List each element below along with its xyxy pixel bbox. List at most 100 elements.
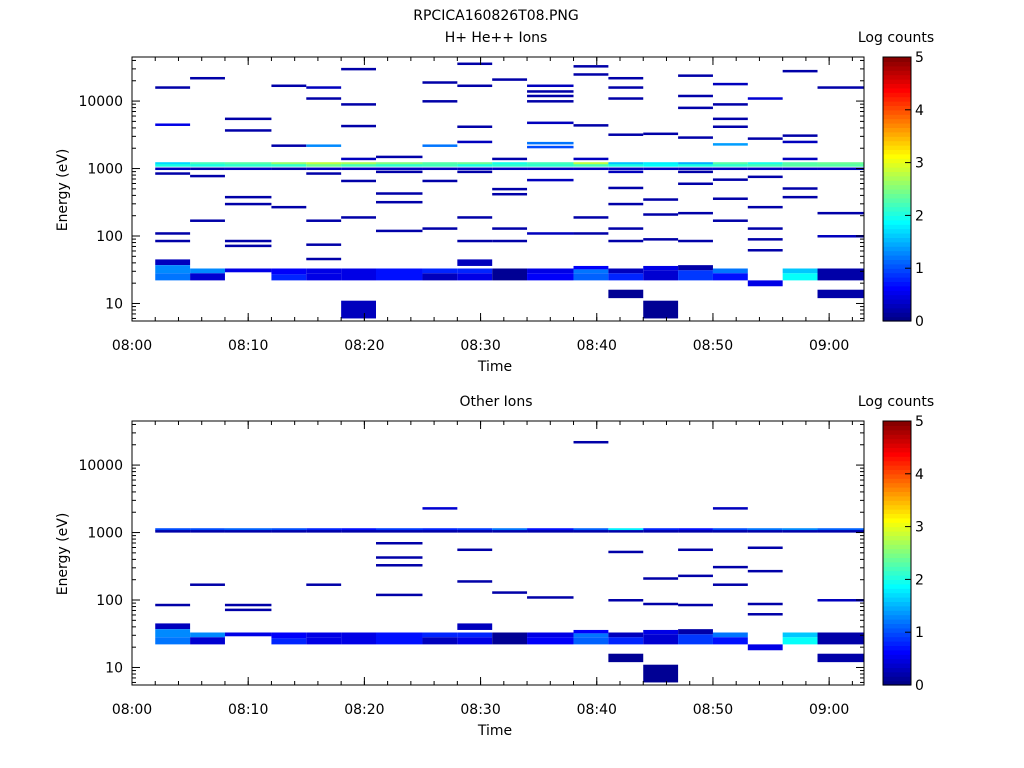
colorbar-segment [883, 136, 911, 142]
colorbar-segment [883, 215, 911, 221]
y-tick-label: 1000 [87, 162, 123, 178]
heatmap-line [527, 90, 574, 93]
y-tick-label: 100 [96, 593, 123, 609]
colorbar-segment [883, 491, 911, 497]
heatmap-line [573, 440, 609, 444]
heatmap-cell [341, 632, 376, 645]
heatmap-line [678, 170, 713, 174]
panel-h-he-ions: H+ He++ Ions Log counts Energy (eV) Time… [55, 30, 934, 375]
heatmap-line [712, 117, 748, 121]
heatmap-cell [608, 289, 644, 299]
heatmap-line [527, 164, 574, 167]
colorbar-segment [883, 299, 911, 304]
heatmap-line [422, 179, 458, 183]
x-axis-label: Time [477, 723, 512, 739]
heatmap-line [678, 211, 713, 215]
colorbar-segment [883, 605, 911, 611]
colorbar-segment [883, 575, 911, 580]
heatmap-line [376, 200, 423, 204]
heatmap-cell [271, 638, 307, 645]
heatmap-line [782, 187, 818, 190]
heatmap-line [747, 162, 783, 165]
colorbar-segment [883, 443, 911, 448]
heatmap-line [155, 123, 191, 126]
heatmap-line [306, 144, 342, 147]
heatmap-line [190, 219, 225, 222]
colorbar-segment [883, 548, 911, 554]
heatmap-line [155, 167, 191, 171]
heatmap-line [271, 84, 307, 88]
heatmap-cell [271, 274, 307, 281]
heatmap-cell [678, 270, 713, 281]
heatmap-line [190, 528, 225, 531]
heatmap-line [306, 528, 342, 531]
colorbar-segment [883, 469, 911, 475]
heatmap-line [527, 178, 574, 182]
colorbar-segment [883, 570, 911, 576]
colorbar-segment [883, 224, 911, 230]
heatmap-line [376, 556, 423, 559]
heatmap-line [376, 528, 423, 531]
heatmap-line [492, 162, 528, 165]
heatmap-cell [573, 629, 609, 634]
heatmap-cell [643, 664, 679, 683]
colorbar-segment [883, 676, 911, 682]
heatmap-line [817, 528, 864, 531]
heatmap-line [224, 244, 272, 248]
heatmap-line [224, 195, 272, 199]
heatmap-line [712, 125, 748, 128]
heatmap-line [573, 73, 609, 76]
heatmap-line [747, 249, 783, 252]
heatmap-cell [643, 634, 679, 645]
heatmap-line [457, 239, 493, 243]
heatmap-cell [422, 268, 458, 274]
heatmap-line [376, 192, 423, 195]
heatmap-line [224, 603, 272, 607]
colorbar-segment [883, 623, 911, 629]
colorbar-segment [883, 123, 911, 128]
heatmap-line [712, 528, 748, 531]
heatmap-line [457, 167, 493, 171]
heatmap-cell [643, 629, 679, 635]
x-axis-label: Time [477, 359, 512, 375]
heatmap-cell [422, 637, 458, 645]
colorbar: 0 1 2 3 4 5 [882, 50, 924, 330]
colorbar-segment [883, 539, 911, 545]
heatmap-cell [341, 300, 376, 319]
heatmap-line [190, 167, 225, 171]
x-tick-label: 08:00 [112, 702, 152, 718]
heatmap-line [422, 162, 458, 165]
heatmap-line [376, 164, 423, 167]
heatmap-line [817, 211, 864, 215]
heatmap-line [306, 97, 342, 100]
heatmap-cell [457, 623, 493, 630]
heatmap-line [608, 162, 644, 165]
heatmap-cell [224, 632, 272, 637]
heatmap-line [817, 599, 864, 602]
heatmap-line [643, 162, 679, 165]
heatmap-cell [608, 268, 644, 274]
heatmap-line [608, 202, 644, 206]
heatmap-cell [678, 629, 713, 635]
x-tick-label: 08:40 [577, 702, 617, 718]
colorbar-segment [883, 246, 911, 252]
heatmap-line [457, 125, 493, 128]
heatmap-cell [341, 268, 376, 281]
heatmap-cell [608, 653, 644, 663]
heatmap-line [608, 76, 644, 80]
heatmap-line [190, 583, 225, 586]
colorbar-segment [883, 237, 911, 243]
heatmap-line [224, 167, 272, 171]
colorbar-segment [883, 158, 911, 164]
heatmap-line [422, 164, 458, 167]
heatmap-cell [492, 268, 528, 281]
heatmap-line [747, 205, 783, 209]
colorbar-segment [883, 109, 911, 115]
colorbar-segment [883, 61, 911, 67]
heatmap-line [712, 530, 748, 533]
colorbar-segment [883, 473, 911, 479]
heatmap-cell [155, 259, 191, 266]
heatmap-line [341, 167, 376, 171]
heatmap-line [747, 97, 783, 100]
colorbar-segment [883, 544, 911, 550]
